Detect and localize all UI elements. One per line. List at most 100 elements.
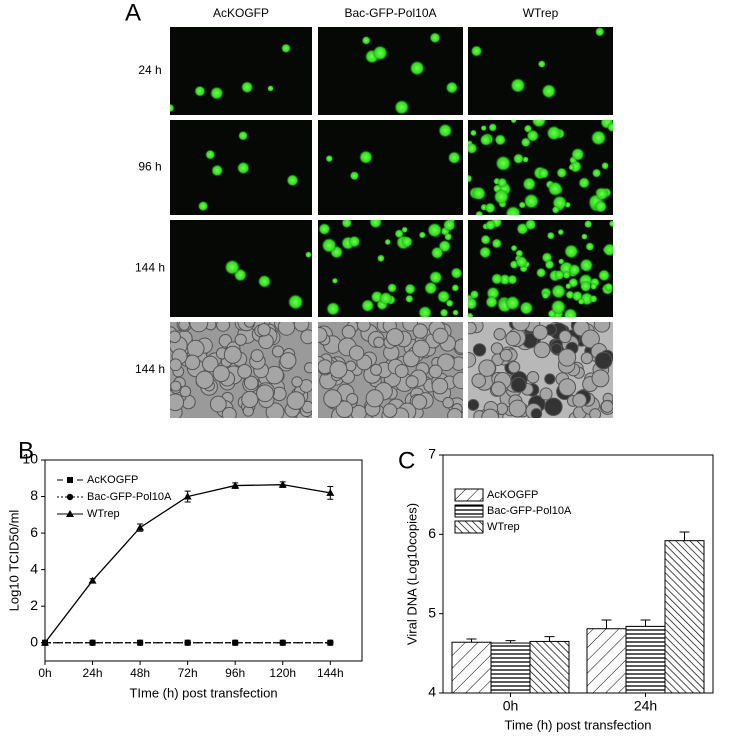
y-tick-label: 5 [428,604,436,620]
cell [186,339,205,358]
cell [346,392,359,405]
micrograph [468,322,613,418]
cell [557,228,565,236]
cell [412,339,430,358]
cell [195,370,214,389]
cell [546,125,562,141]
cell [279,352,297,369]
legend-swatch [454,520,484,534]
cell [491,238,502,249]
cell [209,86,224,100]
micrograph-bg [318,27,463,115]
x-tick-label: 24h [634,698,657,714]
row-label: 24 h [138,63,161,77]
micrograph [468,220,613,317]
x-tick-label: 96h [225,666,245,680]
cell [349,170,360,181]
cell [291,376,303,388]
x-tick-label: 24h [83,666,103,680]
marker [231,481,240,489]
cell [533,341,551,359]
cell [450,267,463,280]
cell [325,154,334,163]
cell [331,277,339,284]
bar [586,628,627,694]
cell [234,333,247,346]
cell [539,387,553,401]
x-tick-label: 144h [317,666,344,680]
cell [405,294,414,304]
cell [468,174,473,183]
cell [478,246,492,259]
cell [544,259,555,270]
cell [439,308,449,317]
cell [194,85,206,97]
cell [472,343,487,357]
cell [589,294,598,303]
cell [571,147,585,162]
cell [209,395,227,413]
cell [170,358,182,372]
cell [454,338,463,354]
cell [372,45,388,61]
cell [379,291,393,306]
cell [323,389,342,408]
legend-label: WTrep [487,521,520,533]
cell [601,161,610,170]
cell [243,375,259,391]
cell [418,305,432,317]
series [41,480,335,646]
cell [505,205,522,215]
cell [216,322,231,332]
cell [394,229,404,239]
cell [370,363,383,376]
cell [468,352,477,368]
plot-frame [442,454,714,694]
cell [568,263,581,276]
y-tick-label: 4 [428,684,436,700]
cell [563,307,578,317]
series [41,639,334,646]
micrograph [318,220,463,317]
micrograph [468,27,613,115]
cell [365,389,384,408]
cell [452,309,459,316]
cell [212,364,230,383]
cell [602,243,613,257]
cell [468,398,480,411]
cell [591,369,610,388]
marker [232,639,239,646]
cell [608,220,613,228]
x-tick-label: 120h [269,666,296,680]
cell [578,177,590,189]
cell [541,291,550,300]
cell [512,153,524,165]
cell [478,359,496,377]
cells [325,123,461,181]
cell [594,200,608,213]
cell [581,233,588,240]
cell [508,399,527,418]
cell [558,378,577,397]
cell [499,348,513,362]
cell [361,35,371,45]
legend-label: Bac-GFP-Pol10A [87,491,172,503]
legend-label: AcKOGFP [87,474,138,486]
legend-label: AcKOGFP [487,489,538,501]
cell [361,299,375,313]
cell [577,298,585,305]
cell [505,330,521,347]
panel-label: A [125,0,141,26]
cell [238,130,249,141]
cell [604,282,613,292]
cell [537,60,546,69]
cell [281,43,291,54]
series [529,531,705,694]
cell [404,283,416,295]
bar [664,540,705,694]
cell [493,188,510,205]
cell [495,155,512,172]
cell [286,391,306,411]
cell [447,151,461,165]
